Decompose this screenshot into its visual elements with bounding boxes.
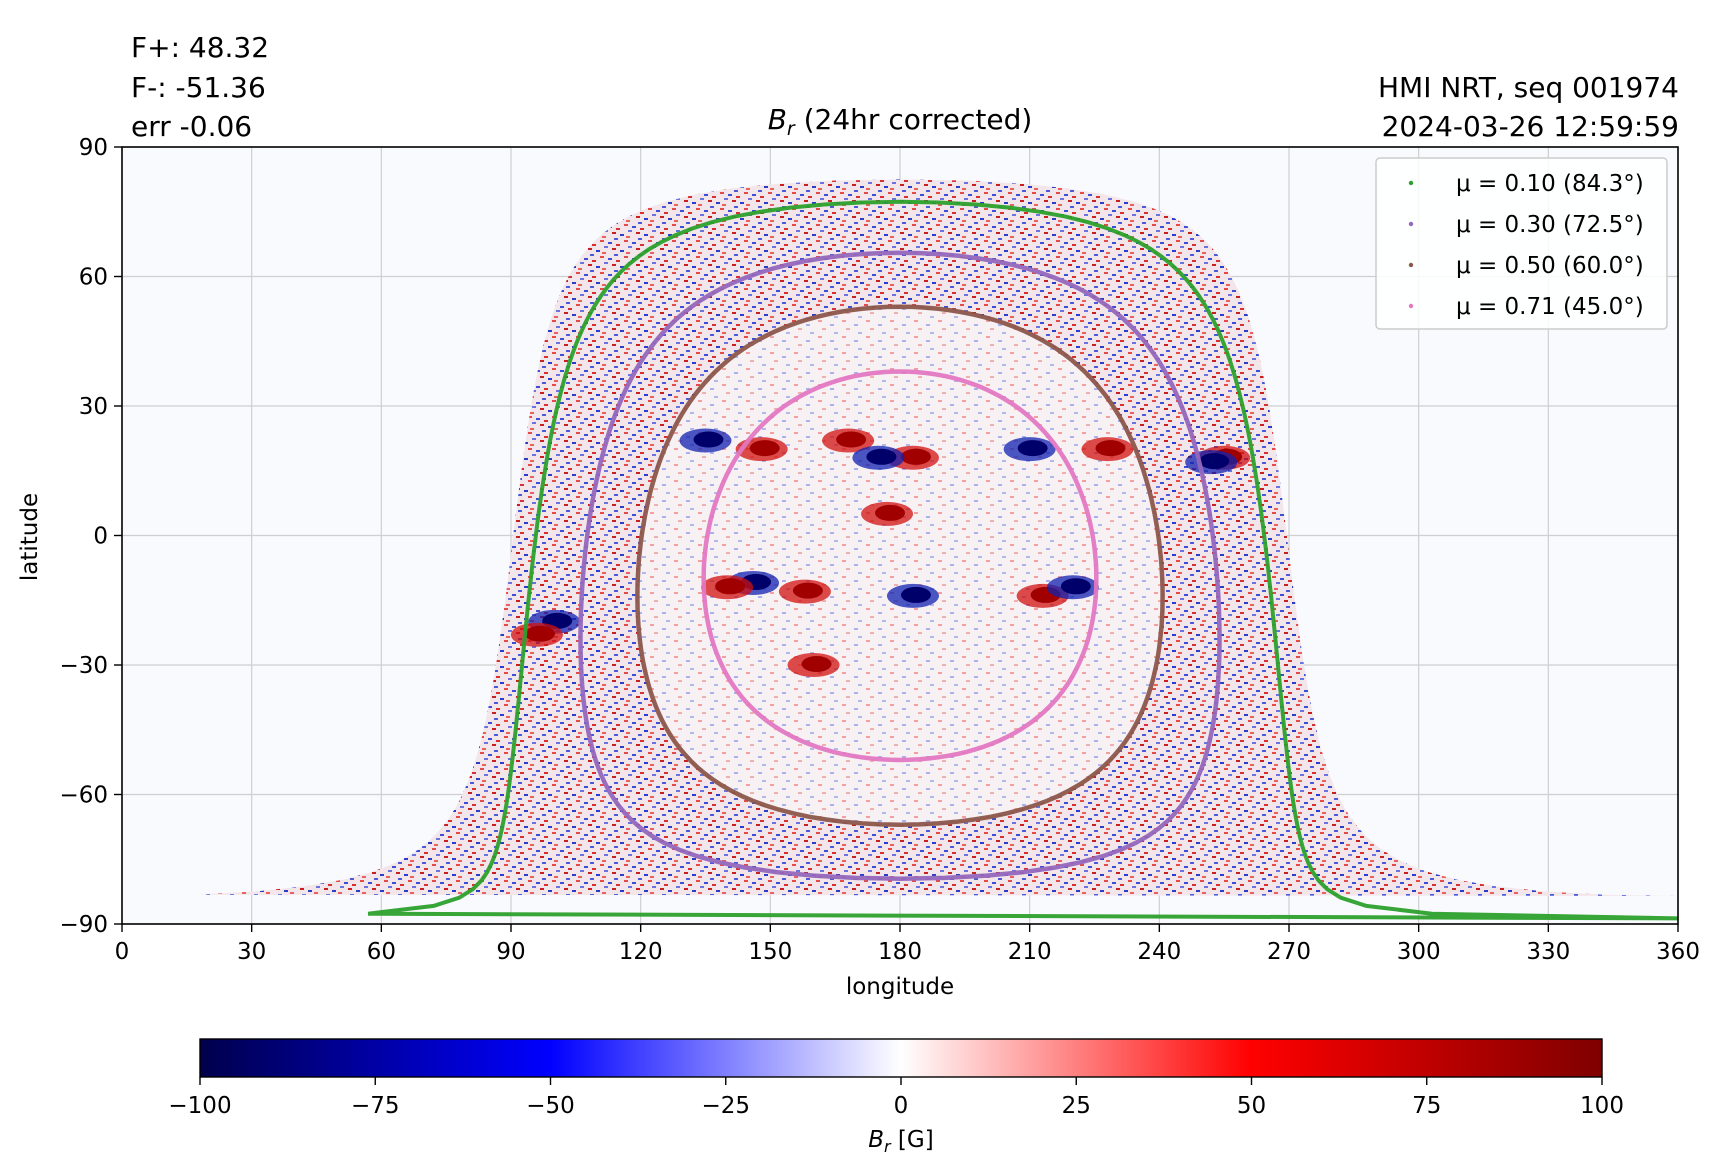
y-tick-label: −30 bbox=[59, 653, 108, 679]
error-label: err -0.06 bbox=[131, 110, 252, 143]
flux-negative-label: F-: -51.36 bbox=[131, 71, 266, 104]
legend-marker bbox=[1408, 221, 1414, 227]
active-region-core bbox=[749, 440, 780, 457]
mu-contour-0-1 bbox=[367, 199, 1678, 921]
x-tick-label: 210 bbox=[1008, 939, 1052, 965]
chart-title-rest: (24hr corrected) bbox=[795, 103, 1033, 136]
legend: μ = 0.10 (84.3°) μ = 0.30 (72.5°) μ = 0.50… bbox=[1375, 157, 1668, 330]
source-label: HMI NRT, seq 001974 bbox=[1378, 71, 1679, 104]
colorbar-label: Br [G] bbox=[868, 1127, 933, 1152]
legend-marker bbox=[1408, 262, 1414, 268]
y-tick-label: 60 bbox=[79, 265, 108, 291]
colorbar-tick-label: 0 bbox=[894, 1093, 909, 1119]
legend-label: μ = 0.50 (60.0°) bbox=[1456, 253, 1644, 279]
chart-title-var: B bbox=[768, 103, 787, 136]
y-tick-label: 0 bbox=[93, 524, 108, 550]
colorbar-tick-label: −50 bbox=[526, 1093, 575, 1119]
y-tick-label: −60 bbox=[59, 783, 108, 809]
x-tick-label: 60 bbox=[367, 939, 396, 965]
x-tick-label: 240 bbox=[1137, 939, 1181, 965]
y-axis-ticks: 90 60 30 0 −30 −60 −90 bbox=[59, 135, 122, 938]
legend-label: μ = 0.71 (45.0°) bbox=[1456, 294, 1644, 320]
legend-box bbox=[1375, 157, 1668, 330]
active-region-core bbox=[900, 586, 931, 603]
timestamp-label: 2024-03-26 12:59:59 bbox=[1382, 110, 1679, 143]
x-tick-label: 180 bbox=[878, 939, 922, 965]
y-tick-label: −90 bbox=[59, 912, 108, 938]
active-region-core bbox=[1017, 440, 1048, 457]
active-region-core bbox=[801, 656, 832, 672]
colorbar-label-rest: [G] bbox=[891, 1127, 934, 1152]
chart-title: Br (24hr corrected) bbox=[768, 103, 1033, 140]
y-tick-label: 30 bbox=[79, 394, 108, 420]
active-region-core bbox=[693, 431, 724, 448]
x-tick-label: 0 bbox=[115, 939, 130, 965]
active-region-core bbox=[875, 504, 906, 521]
mu-contours bbox=[367, 199, 1678, 921]
colorbar-gradient bbox=[199, 1038, 1603, 1078]
active-region-core bbox=[1199, 453, 1230, 470]
mu-contour-0-3 bbox=[578, 250, 1222, 881]
x-axis-ticks: 0 30 60 90 120 150 180 210 240 270 300 330 360 bbox=[115, 924, 1700, 965]
legend-marker bbox=[1408, 180, 1414, 186]
x-tick-label: 30 bbox=[237, 939, 266, 965]
solar-disk-map bbox=[196, 179, 1678, 896]
legend-label: μ = 0.10 (84.3°) bbox=[1456, 171, 1644, 197]
disk-central-region bbox=[637, 306, 1163, 825]
active-region-core bbox=[900, 448, 931, 465]
colorbar-tick-label: 50 bbox=[1237, 1093, 1266, 1119]
x-tick-label: 360 bbox=[1656, 939, 1700, 965]
active-region-core bbox=[715, 578, 746, 595]
x-tick-label: 270 bbox=[1267, 939, 1311, 965]
x-tick-label: 330 bbox=[1526, 939, 1570, 965]
y-tick-label: 90 bbox=[79, 135, 108, 161]
active-region-core bbox=[866, 448, 897, 465]
x-axis-label: longitude bbox=[846, 974, 954, 1000]
legend-marker bbox=[1408, 303, 1414, 309]
colorbar-label-var: B bbox=[868, 1127, 884, 1152]
x-tick-label: 120 bbox=[619, 939, 663, 965]
chart-title-sub: r bbox=[787, 118, 796, 140]
flux-positive-label: F+: 48.32 bbox=[131, 31, 269, 64]
active-region-core bbox=[524, 625, 555, 642]
x-tick-label: 300 bbox=[1397, 939, 1441, 965]
active-region-core bbox=[792, 582, 823, 599]
active-region-core bbox=[1060, 578, 1091, 595]
mu-contour-0-71 bbox=[701, 369, 1099, 763]
colorbar-tick-label: 25 bbox=[1062, 1093, 1091, 1119]
legend-label: μ = 0.30 (72.5°) bbox=[1456, 212, 1644, 238]
colorbar: −100 −75 −50 −25 0 25 50 75 100 Br [G] bbox=[168, 1038, 1624, 1152]
colorbar-label-sub: r bbox=[884, 1137, 892, 1152]
colorbar-ticks: −100 −75 −50 −25 0 25 50 75 100 bbox=[168, 1077, 1624, 1119]
x-tick-label: 150 bbox=[748, 939, 792, 965]
mu-contour-0-5 bbox=[635, 304, 1165, 827]
colorbar-tick-label: −100 bbox=[168, 1093, 231, 1119]
colorbar-tick-label: −25 bbox=[701, 1093, 750, 1119]
x-tick-label: 90 bbox=[496, 939, 525, 965]
colorbar-tick-label: −75 bbox=[351, 1093, 400, 1119]
colorbar-tick-label: 100 bbox=[1580, 1093, 1624, 1119]
active-region-core bbox=[1095, 440, 1126, 457]
y-axis-label: latitude bbox=[17, 493, 43, 581]
active-region-core bbox=[836, 431, 867, 448]
colorbar-tick-label: 75 bbox=[1412, 1093, 1441, 1119]
